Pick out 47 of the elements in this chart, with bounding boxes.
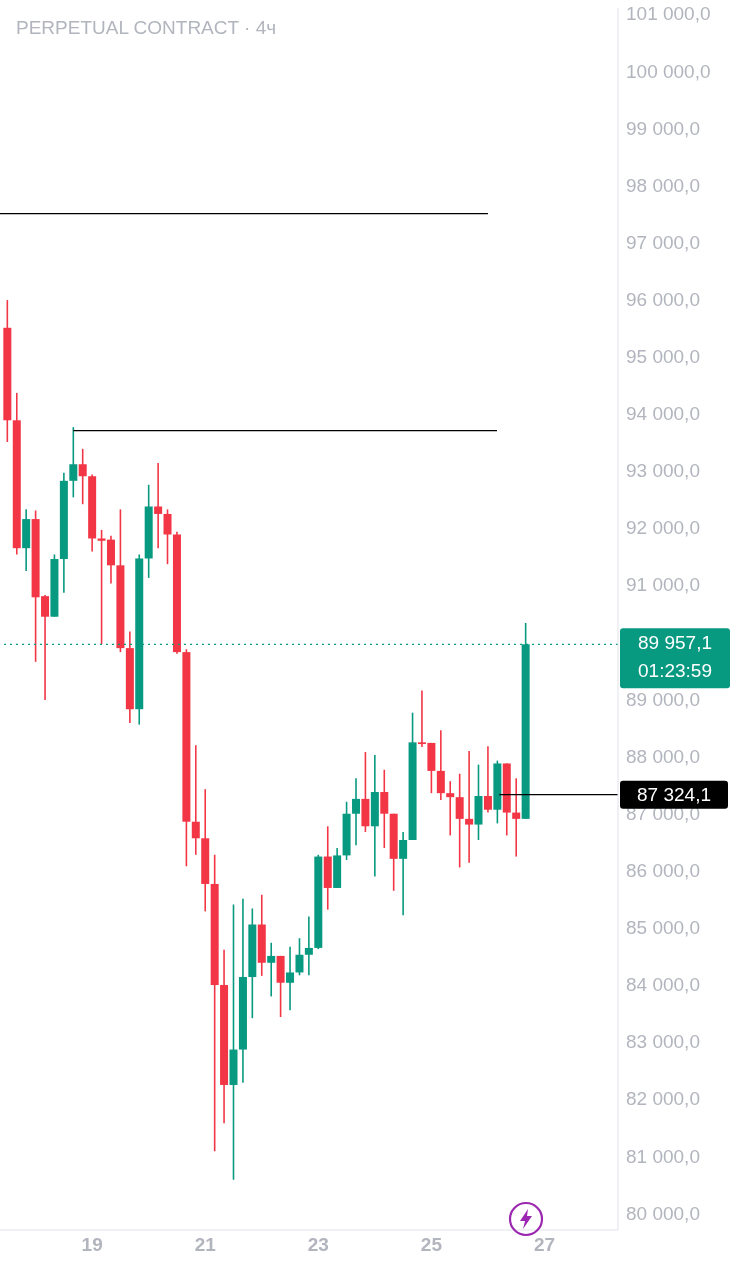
y-tick-label: 100 000,0 xyxy=(626,60,711,82)
y-tick-label: 82 000,0 xyxy=(626,1088,700,1110)
y-tick-label: 94 000,0 xyxy=(626,403,700,425)
y-tick-label: 96 000,0 xyxy=(626,288,700,310)
y-tick-label: 84 000,0 xyxy=(626,974,700,996)
x-tick-label: 19 xyxy=(81,1234,103,1256)
candlestick xyxy=(286,945,295,1011)
y-tick-label: 89 000,0 xyxy=(626,688,700,710)
y-tick-label: 88 000,0 xyxy=(626,745,700,767)
y-tick-label: 95 000,0 xyxy=(626,346,700,368)
x-tick-label: 23 xyxy=(307,1234,329,1256)
candlestick xyxy=(304,915,313,977)
data-label: 87 324,1 xyxy=(637,783,711,805)
candlestick xyxy=(154,462,163,549)
candlestick xyxy=(191,744,200,856)
candlestick xyxy=(512,777,521,858)
y-tick-label: 93 000,0 xyxy=(626,460,700,482)
x-tick-label: 25 xyxy=(420,1234,443,1256)
candlestick xyxy=(380,768,389,849)
candlestick xyxy=(78,448,87,506)
x-tick-label: 27 xyxy=(533,1234,556,1256)
text: PERPETUAL CONTRACT · 4ч xyxy=(16,17,277,39)
y-tick-label: 80 000,0 xyxy=(626,1202,700,1224)
candlestick xyxy=(446,780,455,837)
text: 01:23:59 xyxy=(638,660,712,682)
y-tick-label: 99 000,0 xyxy=(626,117,700,139)
candlestick xyxy=(352,777,361,846)
y-tick-label: 83 000,0 xyxy=(626,1031,700,1053)
candlestick xyxy=(267,941,276,998)
x-tick-label: 21 xyxy=(194,1234,217,1256)
y-tick-label: 91 000,0 xyxy=(626,574,700,596)
y-tick-label: 81 000,0 xyxy=(626,1145,700,1167)
candlestick xyxy=(399,831,408,917)
candlestick xyxy=(69,426,78,499)
y-tick-label: 85 000,0 xyxy=(626,917,700,939)
y-tick-label: 92 000,0 xyxy=(626,517,700,539)
candlestick xyxy=(436,729,445,801)
y-tick-label: 101 000,0 xyxy=(626,3,711,25)
candlestick xyxy=(295,937,304,977)
candlestick xyxy=(483,745,492,814)
y-tick-label: 86 000,0 xyxy=(626,860,700,881)
y-tick-label: 98 000,0 xyxy=(626,174,700,196)
candlestick xyxy=(163,508,172,565)
ref-line-label: 89 957,1 xyxy=(638,632,712,654)
candlestick xyxy=(465,750,474,864)
y-tick-label: 97 000,0 xyxy=(626,231,700,253)
candlestick xyxy=(455,772,464,869)
